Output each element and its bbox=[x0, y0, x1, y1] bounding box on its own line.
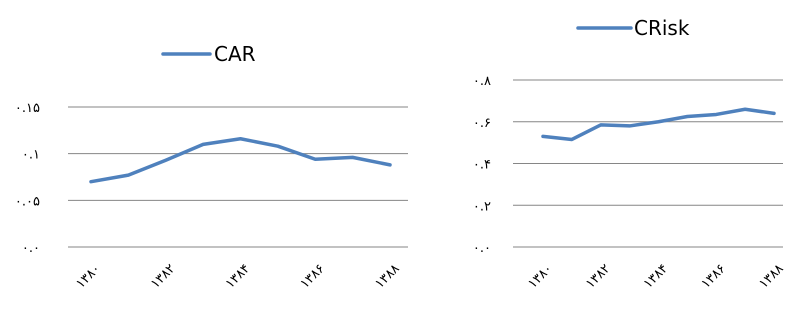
car-y-tick-label: ۰.۰۵ bbox=[15, 194, 40, 209]
crisk-y-tick-label: ۰.۰ bbox=[473, 241, 491, 256]
car-chart: ۰.۰ ۰.۰۵ ۰.۱ ۰.۱۵ ۱۳۸۰ ۱۳۸۲ ۱۳۸۴ ۱۳۸۶ ۱۳۸۸ CAR bbox=[15, 42, 408, 292]
crisk-x-tick-label: ۱۳۸۰ bbox=[525, 261, 555, 291]
car-x-tick-label: ۱۳۸۴ bbox=[223, 261, 253, 291]
crisk-y-tick-label: ۰.۴ bbox=[473, 158, 491, 173]
crisk-y-tick-label: ۰.۸ bbox=[473, 74, 491, 89]
car-x-tick-label: ۱۳۸۰ bbox=[73, 261, 103, 291]
crisk-x-tick-label: ۱۳۸۴ bbox=[641, 261, 671, 291]
car-x-tick-label: ۱۳۸۸ bbox=[372, 261, 402, 291]
car-y-tick-label: ۰.۱ bbox=[22, 148, 40, 163]
crisk-series-line bbox=[541, 107, 776, 142]
car-x-tick-label: ۱۳۸۶ bbox=[298, 261, 328, 291]
crisk-legend-label: CRisk bbox=[634, 16, 690, 40]
car-series-line bbox=[89, 136, 392, 184]
crisk-chart: ۰.۰ ۰.۲ ۰.۴ ۰.۶ ۰.۸ ۱۳۸۰ ۱۳۸۲ ۱۳۸۴ ۱۳۸۶ ۱۳۸۸ CRisk bbox=[473, 16, 787, 292]
car-x-tick-label: ۱۳۸۲ bbox=[148, 261, 178, 291]
car-y-tick-label: ۰.۱۵ bbox=[15, 101, 40, 116]
crisk-x-tick-label: ۱۳۸۲ bbox=[583, 261, 613, 291]
crisk-y-tick-label: ۰.۲ bbox=[473, 199, 491, 214]
car-y-tick-label: ۰.۰ bbox=[22, 241, 40, 256]
car-legend-label: CAR bbox=[214, 42, 256, 66]
crisk-x-tick-label: ۱۳۸۸ bbox=[756, 261, 786, 291]
crisk-y-tick-label: ۰.۶ bbox=[473, 116, 491, 131]
crisk-x-tick-label: ۱۳۸۶ bbox=[699, 261, 729, 291]
